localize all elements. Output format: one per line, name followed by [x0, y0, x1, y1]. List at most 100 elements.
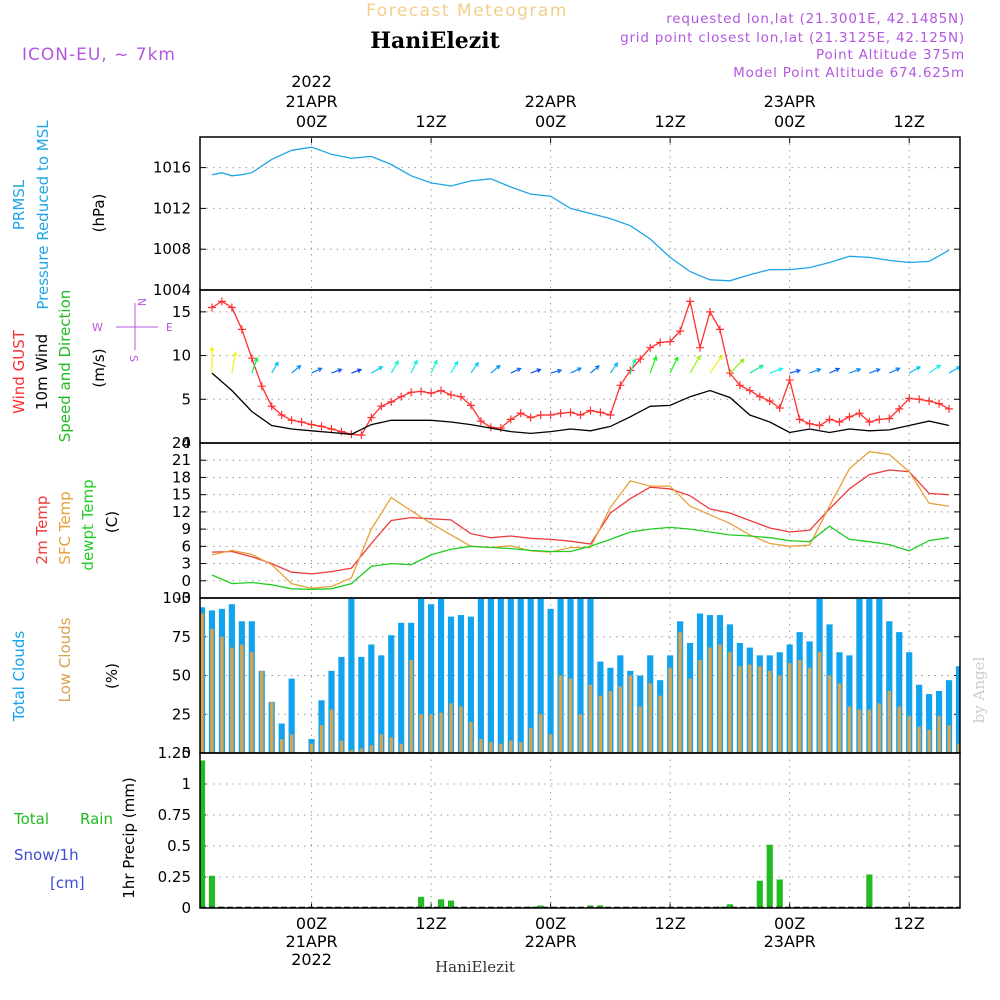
wind-plot-area — [207, 297, 960, 440]
clouds-bar-total-clouds — [348, 598, 355, 753]
wind-gust-marker — [656, 338, 665, 347]
precip-bar-total-rain — [766, 844, 773, 908]
wind-label-10m: 10m Wind — [33, 334, 51, 410]
pressure-plot-area — [211, 146, 950, 282]
wind-gust-marker — [606, 411, 615, 420]
clouds-bar-low-clouds — [568, 678, 573, 753]
wind-direction-arrow — [291, 364, 302, 374]
bottom-time-label: 22APR — [525, 932, 577, 951]
wind-gust-marker — [397, 392, 406, 401]
wind-direction-arrow — [430, 359, 438, 374]
temp-label-sfc: SFC Temp — [56, 491, 74, 564]
clouds-bar-low-clouds — [250, 652, 254, 753]
clouds-bar-low-clouds — [658, 695, 662, 753]
wind-direction-arrow — [649, 355, 658, 374]
footer-location: HaniElezit — [435, 958, 515, 976]
clouds-bar-total-clouds — [457, 615, 465, 753]
bottom-time-label: 00Z — [296, 914, 327, 933]
clouds-bar-low-clouds — [957, 743, 960, 753]
precip-bar-total-rain — [437, 899, 445, 908]
wind-gust-marker — [905, 394, 914, 403]
wind-gust-marker — [417, 387, 426, 396]
clouds-bar-total-clouds — [527, 598, 534, 753]
wind-gust-marker — [307, 420, 316, 429]
clouds-bar-total-clouds — [467, 616, 475, 753]
clouds-bar-low-clouds — [369, 745, 374, 753]
wind-direction-arrow — [609, 362, 619, 374]
wind-label-gust: Wind GUST — [10, 329, 28, 414]
wind-direction-arrow — [271, 361, 279, 374]
clouds-bar-low-clouds — [459, 706, 463, 753]
clouds-bar-low-clouds — [947, 725, 951, 753]
wind-gust-marker — [755, 392, 764, 401]
clouds-bar-low-clouds — [220, 636, 224, 753]
pressure-ytick-label: 1008 — [153, 240, 191, 258]
point-altitude: Point Altitude 375m — [816, 47, 965, 63]
wind-gust-marker — [865, 418, 874, 427]
wind-gust-marker — [576, 411, 585, 420]
clouds-bar-low-clouds — [230, 647, 234, 753]
precip-bar-total-rain — [537, 905, 544, 908]
wind-gust-marker — [696, 343, 705, 352]
clouds-bar-low-clouds — [628, 675, 632, 753]
temperature-plot-area — [211, 450, 950, 591]
wind-ytick-label: 0 — [181, 434, 191, 452]
temperature-line-2m-temp — [211, 469, 950, 575]
precip-bar-total-rain — [418, 896, 425, 908]
pressure-panel: 1004 1008 1012 1016 — [153, 136, 961, 299]
clouds-bar-low-clouds — [270, 701, 274, 753]
wind-label-dir: Speed and Direction — [56, 290, 74, 443]
clouds-bar-total-clouds — [517, 598, 524, 753]
product-title: Forecast Meteogram — [366, 1, 568, 21]
wind-direction-arrow — [390, 360, 399, 374]
bottom-time-label: 21APR — [286, 932, 338, 951]
wind-direction-arrow — [550, 368, 563, 374]
clouds-bar-low-clouds — [927, 729, 931, 753]
clouds-bar-total-clouds — [288, 678, 295, 753]
clouds-bar-total-clouds — [477, 598, 484, 753]
wind-gust-marker — [227, 303, 236, 312]
wind-direction-arrow — [351, 368, 363, 374]
wind-direction-arrow — [729, 358, 745, 374]
precip-label-rain: Rain — [80, 810, 113, 828]
wind-gust-marker — [496, 424, 505, 433]
compass-south: S — [127, 355, 140, 362]
clouds-bar-total-clouds — [487, 598, 494, 753]
temperature-line-dewpt-temp — [211, 525, 950, 591]
cloud-label-low: Low Clouds — [56, 617, 74, 702]
clouds-bar-total-clouds — [896, 632, 903, 753]
wind-gust-marker — [735, 381, 744, 390]
clouds-bar-low-clouds — [449, 703, 453, 753]
precip-ytick-label: 1.25 — [158, 744, 191, 762]
pressure-ytick-label: 1012 — [153, 199, 191, 217]
wind-gust-marker — [825, 415, 834, 424]
model-point-altitude: Model Point Altitude 674.625m — [733, 65, 965, 81]
clouds-bar-total-clouds — [876, 598, 883, 753]
clouds-bar-total-clouds — [866, 598, 873, 753]
clouds-bar-low-clouds — [738, 666, 742, 753]
top-time-label: 12Z — [894, 112, 925, 131]
clouds-bar-total-clouds — [497, 598, 504, 753]
wind-direction-arrow — [231, 350, 238, 374]
wind-direction-arrow — [510, 367, 522, 374]
bottom-time-label: 12Z — [894, 914, 925, 933]
clouds-bar-low-clouds — [977, 747, 980, 753]
temperature-ytick-label: 6 — [181, 537, 191, 555]
clouds-bar-low-clouds — [419, 714, 423, 753]
wind-gust-marker — [835, 418, 844, 427]
wind-direction-arrow — [331, 368, 343, 374]
clouds-bar-total-clouds — [358, 656, 365, 753]
wind-gust-marker — [516, 409, 525, 418]
wind-gust-marker — [387, 397, 396, 406]
precip-bar-total-rain — [208, 875, 216, 908]
wind-direction-arrow — [629, 358, 637, 374]
clouds-bar-low-clouds — [758, 666, 762, 753]
clouds-bar-total-clouds — [567, 598, 574, 753]
wind-gust-marker — [476, 417, 485, 426]
top-time-label: 21APR — [286, 92, 338, 111]
wind-gust-marker — [337, 427, 346, 436]
clouds-bar-low-clouds — [967, 745, 970, 753]
clouds-bar-low-clouds — [469, 722, 473, 753]
clouds-bar-low-clouds — [479, 739, 483, 753]
